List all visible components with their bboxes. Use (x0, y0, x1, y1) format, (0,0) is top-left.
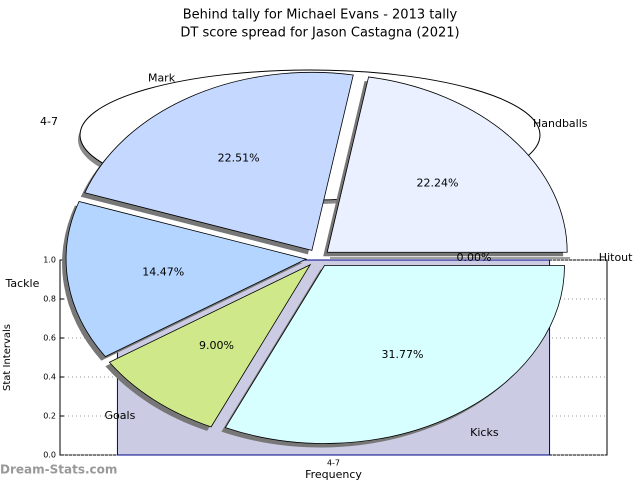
y-tick-label: 0.6 (43, 334, 56, 343)
slice-value-label: 0.00% (457, 251, 492, 264)
slice (108, 263, 312, 428)
y-tick-label: 0.4 (43, 373, 56, 382)
slice-value-label: 31.77% (382, 348, 424, 361)
y-axis-label: Stat Intervals (2, 324, 13, 391)
y-tick-label: 0.8 (43, 295, 56, 304)
slice (84, 71, 354, 251)
subtitle: DT score spread for Jason Castagna (2021… (180, 26, 459, 41)
y-tick-label: 1.0 (43, 256, 56, 265)
slice-label: Goals (105, 409, 136, 422)
slice (326, 76, 568, 253)
x-axis-label: Frequency (305, 468, 362, 480)
y-tick-label: 0.0 (43, 451, 56, 460)
slice-label: Handballs (533, 117, 588, 130)
x-tick-label: 4-7 (327, 459, 340, 468)
slice-value-label: 14.47% (142, 265, 184, 278)
slice-value-label: 22.24% (416, 177, 458, 190)
slice-label: Mark (148, 72, 176, 85)
watermark: Dream-Stats.com (0, 463, 117, 477)
slice-label: Kicks (470, 426, 499, 439)
title: Behind tally for Michael Evans - 2013 ta… (183, 8, 458, 23)
slice-value-label: 9.00% (199, 339, 234, 352)
slice (224, 265, 565, 444)
slice-value-label: 22.51% (218, 151, 260, 164)
ellipse-label: 4-7 (40, 115, 58, 128)
slice-label: Hitout (599, 251, 633, 264)
slice-label: Tackle (5, 277, 40, 290)
slice (65, 201, 308, 358)
y-tick-label: 0.2 (43, 412, 56, 421)
